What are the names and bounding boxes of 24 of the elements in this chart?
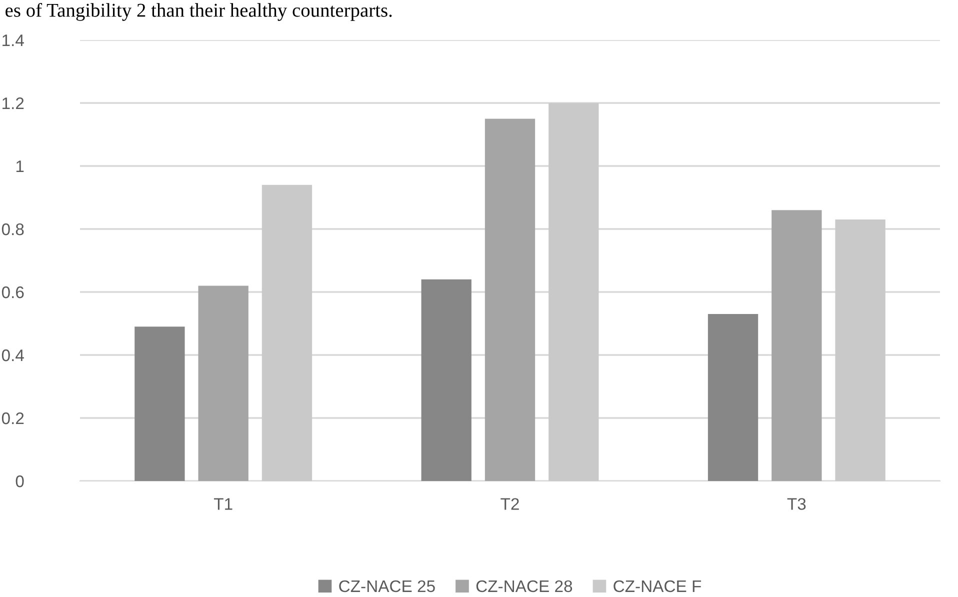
bar — [421, 279, 472, 481]
legend-label: CZ-NACE F — [614, 580, 702, 592]
y-tick-label: 0.6 — [2, 286, 24, 298]
y-tick-label: 1.4 — [2, 34, 24, 46]
y-tick-label: 1 — [16, 160, 24, 172]
y-tick-label: 1.2 — [2, 97, 24, 110]
bar — [548, 103, 599, 481]
x-tick-label: T1 — [214, 498, 232, 510]
bar — [198, 286, 248, 481]
y-tick-label: 0.2 — [2, 412, 24, 424]
y-tick-label: 0 — [16, 475, 24, 488]
text: es of Tangibility 2 than their healthy counterparts. — [6, 2, 392, 21]
bar — [772, 210, 822, 481]
bar — [262, 184, 312, 481]
legend-label: CZ-NACE 25 — [339, 580, 435, 592]
bar — [708, 314, 758, 481]
x-tick-label: T3 — [787, 498, 806, 510]
bar — [484, 118, 536, 481]
x-tick-label: T2 — [500, 498, 519, 510]
legend-label: CZ-NACE 28 — [476, 580, 572, 592]
y-tick-label: 0.8 — [2, 223, 24, 236]
y-tick-label: 0.4 — [2, 349, 24, 362]
bar — [835, 220, 886, 481]
bar — [134, 326, 185, 481]
